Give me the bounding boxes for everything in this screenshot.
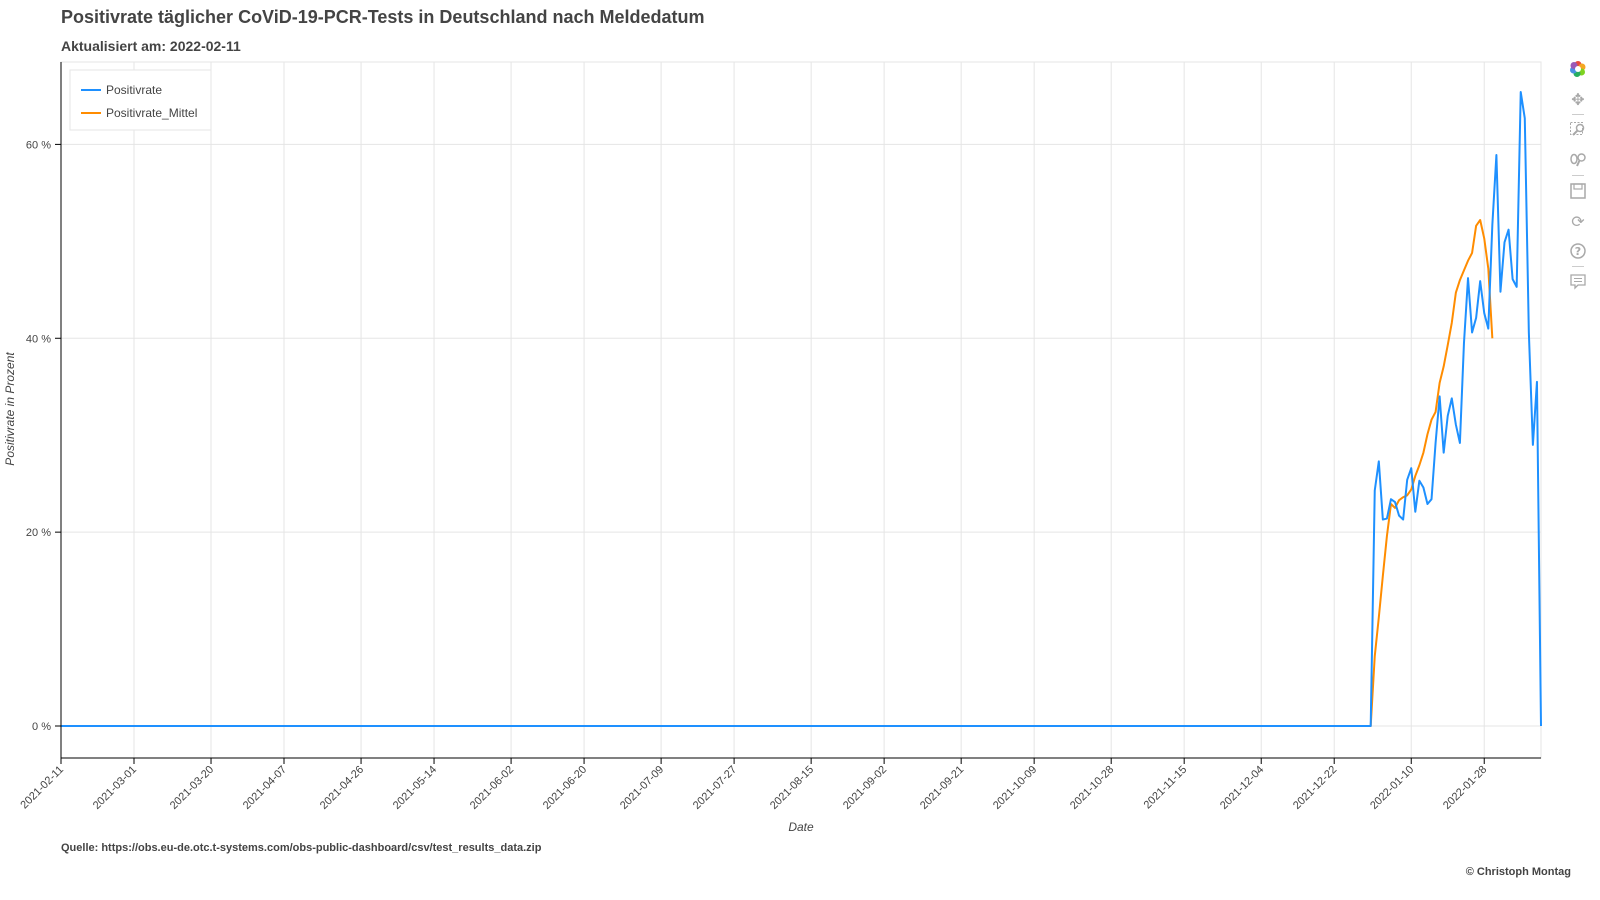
y-axis-label: Positivrate in Prozent (3, 352, 17, 466)
wheel-zoom-icon[interactable] (1567, 149, 1589, 171)
x-tick-label: 2021-07-27 (691, 764, 739, 812)
series-line-positivrate-mittel (61, 219, 1494, 728)
x-tick-label: 2021-11-15 (1142, 764, 1190, 812)
x-tick-label: 2021-06-20 (541, 764, 589, 812)
reset-icon[interactable]: ⟳ (1571, 211, 1585, 231)
series-line-positivrate (61, 91, 1542, 728)
copyright-note: © Christoph Montag (1465, 866, 1571, 878)
x-tick-label: 2021-03-01 (91, 764, 139, 812)
x-tick-label: 2021-12-22 (1291, 764, 1339, 812)
chart-toolbar: ✥ ⟳ ? (1567, 58, 1593, 301)
x-axis-ticks: 2021-02-11 2021-03-01 2021-03-20 2021-04-07… (18, 758, 1489, 812)
legend-box (69, 69, 212, 131)
plot-frame (60, 61, 1542, 759)
legend-label-positivrate: Positivrate (106, 83, 162, 97)
x-tick-label: 2021-12-04 (1218, 764, 1266, 812)
toolbar-divider (1572, 114, 1584, 115)
x-tick-label: 2022-01-28 (1441, 764, 1489, 812)
pan-icon[interactable]: ✥ (1571, 89, 1585, 109)
series-layer (61, 91, 1542, 728)
x-tick-label: 2021-06-02 (468, 764, 516, 812)
y-tick-label: 40 % (26, 333, 51, 345)
source-note: Quelle: https://obs.eu-de.otc.t-systems.… (61, 842, 542, 854)
x-tick-label: 2021-09-21 (918, 764, 966, 812)
x-tick-label: 2021-10-28 (1068, 764, 1116, 812)
x-tick-label: 2021-03-20 (168, 764, 216, 812)
toolbar-divider (1572, 175, 1584, 176)
grid-lines (60, 62, 1541, 758)
x-tick-label: 2022-01-10 (1368, 764, 1416, 812)
y-tick-label: 60 % (26, 139, 51, 151)
x-tick-label: 2021-10-09 (991, 764, 1039, 812)
svg-text:?: ? (1575, 245, 1581, 258)
x-tick-label: 2021-02-11 (18, 764, 66, 812)
hover-icon[interactable] (1567, 271, 1589, 293)
legend: Positivrate Positivrate_Mittel (69, 69, 212, 131)
box-zoom-icon[interactable] (1567, 119, 1589, 141)
chart-title: Positivrate täglicher CoViD-19-PCR-Tests… (61, 7, 705, 27)
chart-subtitle: Aktualisiert am: 2022-02-11 (61, 38, 241, 54)
y-tick-label: 20 % (26, 527, 51, 539)
x-axis-label: Date (788, 820, 814, 834)
save-icon[interactable] (1567, 180, 1589, 202)
toolbar-divider (1572, 266, 1584, 267)
x-tick-label: 2021-05-14 (391, 764, 439, 812)
y-axis-ticks: 0 % 20 % 40 % 60 % (26, 139, 61, 733)
y-tick-label: 0 % (32, 721, 51, 733)
x-tick-label: 2021-09-02 (841, 764, 889, 812)
help-icon[interactable]: ? (1567, 240, 1589, 262)
x-tick-label: 2021-08-15 (768, 764, 816, 812)
x-tick-label: 2021-04-26 (318, 764, 366, 812)
bokeh-logo-icon[interactable] (1567, 58, 1589, 80)
legend-label-positivrate-mittel: Positivrate_Mittel (106, 106, 197, 120)
x-tick-label: 2021-04-07 (241, 764, 289, 812)
x-tick-label: 2021-07-09 (618, 764, 666, 812)
